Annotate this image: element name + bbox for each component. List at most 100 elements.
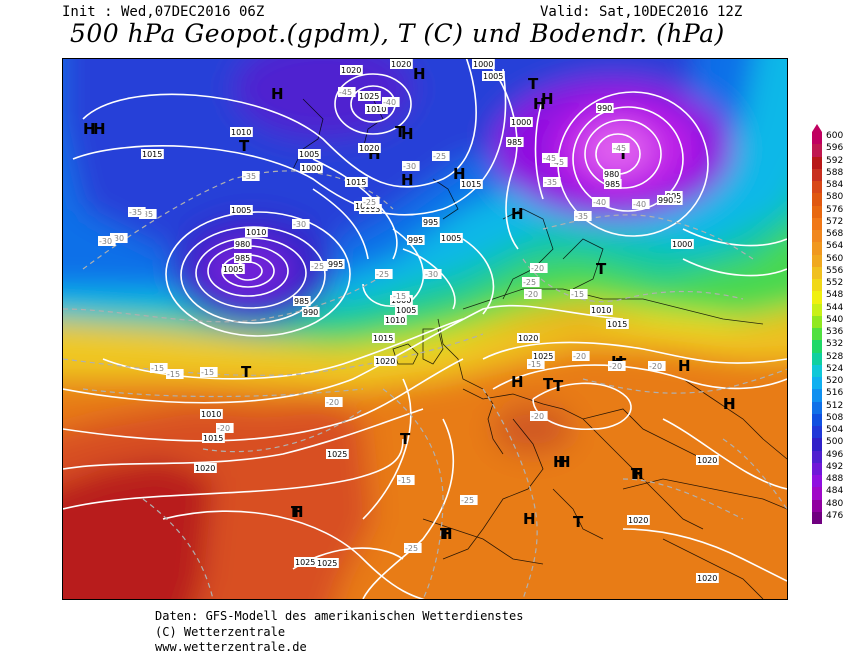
svg-text:1015: 1015 xyxy=(203,434,223,443)
legend-row: 488 xyxy=(812,474,848,488)
isobar-label: 1025 xyxy=(358,91,381,101)
high-pressure-marker: H xyxy=(401,125,414,143)
legend-label: 548 xyxy=(826,290,844,301)
legend-swatch xyxy=(812,389,822,402)
legend-swatch xyxy=(812,291,822,304)
legend-row: 560 xyxy=(812,254,848,267)
legend-label: 504 xyxy=(826,425,844,435)
isotherm-label: -20 xyxy=(530,411,548,421)
isotherm-label: -15 xyxy=(527,359,545,369)
legend-label: 572 xyxy=(826,216,844,227)
legend-label: 568 xyxy=(826,229,844,239)
footer-url: www.wetterzentrale.de xyxy=(155,640,307,654)
isobar-label: 1000 xyxy=(671,239,694,249)
isobar-label: 1005 xyxy=(222,264,245,274)
isobar-label: 985 xyxy=(506,137,524,147)
legend-label: 600 xyxy=(826,131,844,141)
low-pressure-marker: T xyxy=(400,430,411,448)
isobar-label: 1000 xyxy=(510,117,533,127)
legend-label: 492 xyxy=(826,461,844,472)
legend-swatch xyxy=(812,217,822,230)
svg-text:1000: 1000 xyxy=(511,118,531,127)
legend-row: 556 xyxy=(812,266,848,279)
legend-row: 544 xyxy=(812,303,848,316)
isotherm-label: -20 xyxy=(572,351,590,361)
svg-text:-30: -30 xyxy=(111,234,124,243)
isobar-label: 1020 xyxy=(696,573,719,583)
low-pressure-marker: T xyxy=(291,503,302,521)
svg-text:-20: -20 xyxy=(609,362,622,371)
isobar-label: 1000 xyxy=(472,59,495,69)
low-pressure-marker: T xyxy=(528,75,539,93)
legend-row: 496 xyxy=(812,450,848,463)
isotherm-label: -25 xyxy=(432,151,450,161)
legend-swatch xyxy=(812,462,822,475)
isobar-label: 1020 xyxy=(358,143,381,153)
svg-text:1000: 1000 xyxy=(473,60,493,69)
low-pressure-marker: T xyxy=(573,513,584,531)
legend-swatch xyxy=(812,303,822,316)
low-pressure-marker: T xyxy=(596,260,607,278)
legend-label: 488 xyxy=(826,474,844,484)
high-pressure-marker: H xyxy=(678,357,691,375)
isotherm-label: -25 xyxy=(310,261,328,271)
svg-text:1020: 1020 xyxy=(341,66,361,75)
isobar-label: 1015 xyxy=(202,433,225,443)
init-time: Init : Wed,07DEC2016 06Z xyxy=(62,4,265,20)
svg-text:1010: 1010 xyxy=(201,410,221,419)
svg-text:1020: 1020 xyxy=(375,357,395,366)
svg-text:995: 995 xyxy=(408,236,423,245)
isobar-label: 995 xyxy=(407,235,425,245)
legend-row: 532 xyxy=(812,339,848,353)
isotherm-label: -20 xyxy=(608,361,626,371)
svg-text:-20: -20 xyxy=(217,424,230,433)
legend-swatch xyxy=(812,377,822,390)
svg-text:985: 985 xyxy=(294,297,309,306)
low-pressure-marker: T xyxy=(553,377,564,395)
isotherm-label: -35 xyxy=(128,207,146,217)
high-pressure-marker: H xyxy=(83,120,96,138)
isobar-label: 1010 xyxy=(200,409,223,419)
legend-label: 536 xyxy=(826,327,844,337)
isobar-label: 1025 xyxy=(326,449,349,459)
isotherm-label: -20 xyxy=(648,361,666,371)
svg-text:-20: -20 xyxy=(326,398,339,407)
high-pressure-marker: H xyxy=(271,85,284,103)
isobar-label: 1015 xyxy=(460,179,483,189)
legend-swatch xyxy=(812,340,822,353)
isobar-label: 1005 xyxy=(298,149,321,159)
svg-text:1005: 1005 xyxy=(223,265,243,274)
weather-map: HHHHTHHTTHHHHTHTTTHTTHTHTHHHHTHTHHHT 102… xyxy=(62,58,788,600)
svg-text:1000: 1000 xyxy=(301,164,321,173)
isotherm-label: -30 xyxy=(402,161,420,171)
svg-text:1020: 1020 xyxy=(697,574,717,583)
svg-text:-30: -30 xyxy=(425,270,438,279)
isobar-label: 980 xyxy=(234,239,252,249)
legend-label: 564 xyxy=(826,241,844,252)
legend-swatch xyxy=(812,450,822,463)
isobar-label: 1000 xyxy=(300,163,323,173)
svg-text:1015: 1015 xyxy=(373,334,393,343)
isotherm-label: -35 xyxy=(574,211,592,221)
isotherm-label: -40 xyxy=(382,97,400,107)
svg-text:-40: -40 xyxy=(383,98,396,107)
high-pressure-marker: H xyxy=(291,503,304,521)
isotherm-label: -25 xyxy=(460,495,478,505)
svg-text:-25: -25 xyxy=(405,544,418,553)
pressure-labels: 1020 1020 1000 1005 1025 1010 990 1010 1015 1005 1… xyxy=(141,59,719,583)
legend-row: 512 xyxy=(812,401,848,414)
isobar-label: 990 xyxy=(657,195,675,205)
legend-label: 580 xyxy=(826,192,844,203)
legend-swatch xyxy=(812,144,822,157)
high-pressure-marker: H xyxy=(523,510,536,528)
high-pressure-marker: H xyxy=(558,453,571,471)
svg-text:1020: 1020 xyxy=(697,456,717,465)
svg-text:1010: 1010 xyxy=(385,316,405,325)
legend-row: 572 xyxy=(812,216,848,230)
isotherm-label: -15 xyxy=(150,363,168,373)
legend-label: 508 xyxy=(826,412,844,423)
legend-swatch xyxy=(812,413,822,426)
legend-row: 600 xyxy=(812,131,848,145)
isotherm-label: -25 xyxy=(362,197,380,207)
isobar-label: 1005 xyxy=(230,205,253,215)
